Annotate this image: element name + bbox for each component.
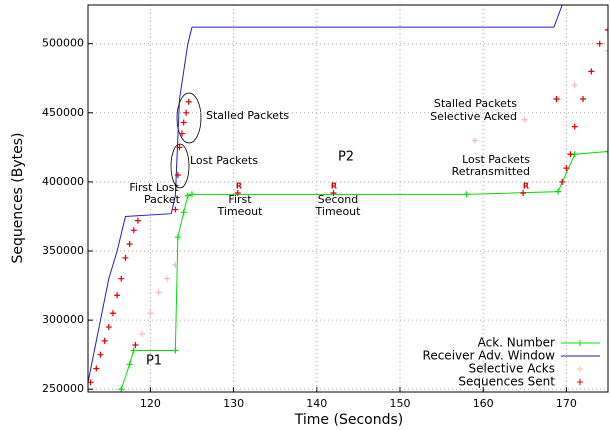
x-tick-label: 130 xyxy=(223,397,244,410)
point xyxy=(176,144,183,151)
point xyxy=(471,137,478,144)
x-axis-label: Time (Seconds) xyxy=(294,412,403,428)
point xyxy=(330,189,337,196)
point xyxy=(596,40,603,47)
annotation: Packet xyxy=(144,193,181,206)
point xyxy=(174,172,181,179)
legend-label: Selective Acks xyxy=(469,362,555,376)
point xyxy=(588,68,595,75)
point xyxy=(97,351,104,358)
x-tick-label: 120 xyxy=(140,397,161,410)
highlight-ellipse xyxy=(170,143,190,189)
point xyxy=(164,275,171,282)
annotation: P1 xyxy=(146,354,162,369)
point xyxy=(93,365,100,372)
point xyxy=(172,347,179,354)
x-tick-label: 160 xyxy=(473,397,494,410)
annotation: P2 xyxy=(338,150,354,165)
point xyxy=(234,189,241,196)
point xyxy=(130,227,137,234)
annotation: Timeout xyxy=(217,205,264,218)
point xyxy=(185,98,192,105)
point xyxy=(463,191,470,198)
point xyxy=(122,254,129,261)
legend-swatch xyxy=(577,366,583,372)
y-tick-label: 400000 xyxy=(42,175,84,188)
point xyxy=(179,130,186,137)
annotation: Stalled Packets xyxy=(434,97,517,110)
annotation: Second xyxy=(318,193,358,206)
point xyxy=(139,330,146,337)
annotation: First xyxy=(228,193,252,206)
point xyxy=(118,386,125,392)
point xyxy=(180,119,187,126)
y-tick-label: 250000 xyxy=(42,382,84,395)
point xyxy=(520,189,527,196)
annotation: Lost Packets xyxy=(462,153,530,166)
legend-label: Ack. Number xyxy=(478,336,555,350)
annotation: R xyxy=(236,182,242,191)
point xyxy=(109,310,116,317)
point xyxy=(555,188,562,195)
point xyxy=(155,289,162,296)
y-tick-label: 500000 xyxy=(42,37,84,50)
legend-label: Sequences Sent xyxy=(458,375,555,389)
legend-swatch xyxy=(577,379,583,385)
point xyxy=(126,361,133,368)
plot-frame xyxy=(87,4,609,393)
point xyxy=(126,241,133,248)
y-axis-label: Sequences (Bytes) xyxy=(10,132,26,263)
point xyxy=(580,95,587,102)
point xyxy=(189,191,195,198)
point xyxy=(553,95,560,102)
x-tick-label: 150 xyxy=(390,397,411,410)
point xyxy=(571,123,578,130)
point xyxy=(559,178,566,185)
y-tick-label: 350000 xyxy=(42,244,84,257)
series-line xyxy=(120,151,608,390)
annotation: Timeout xyxy=(315,205,362,218)
point xyxy=(605,47,608,54)
highlight-ellipse xyxy=(176,92,202,144)
point xyxy=(183,109,190,116)
point xyxy=(605,148,608,155)
legend-swatch xyxy=(577,340,583,346)
point xyxy=(130,347,137,354)
point xyxy=(521,116,528,123)
point xyxy=(567,151,574,158)
point xyxy=(571,82,578,89)
x-tick-label: 170 xyxy=(556,397,577,410)
annotation: R xyxy=(523,182,529,191)
point xyxy=(105,324,112,331)
point xyxy=(101,337,108,344)
point xyxy=(172,206,179,213)
point xyxy=(114,292,121,299)
point xyxy=(174,234,181,241)
point xyxy=(180,209,187,216)
annotation: First Lost xyxy=(129,181,179,194)
legend-label: Receiver Adv. Window xyxy=(423,349,556,363)
point xyxy=(172,261,179,268)
y-tick-label: 300000 xyxy=(42,313,84,326)
point xyxy=(134,217,141,224)
annotation: R xyxy=(331,182,337,191)
point xyxy=(118,275,125,282)
point xyxy=(132,342,139,349)
y-tick-label: 450000 xyxy=(42,106,84,119)
annotation: Stalled Packets xyxy=(206,109,289,122)
point xyxy=(563,165,570,172)
annotation: Retransmitted xyxy=(452,165,530,178)
annotation: Selective Acked xyxy=(430,110,517,123)
annotation: Lost Packets xyxy=(190,154,258,167)
x-tick-label: 140 xyxy=(306,397,327,410)
plot-area xyxy=(88,5,608,392)
point xyxy=(605,26,608,33)
point xyxy=(184,192,191,199)
series-line xyxy=(88,5,563,383)
point xyxy=(147,310,154,317)
